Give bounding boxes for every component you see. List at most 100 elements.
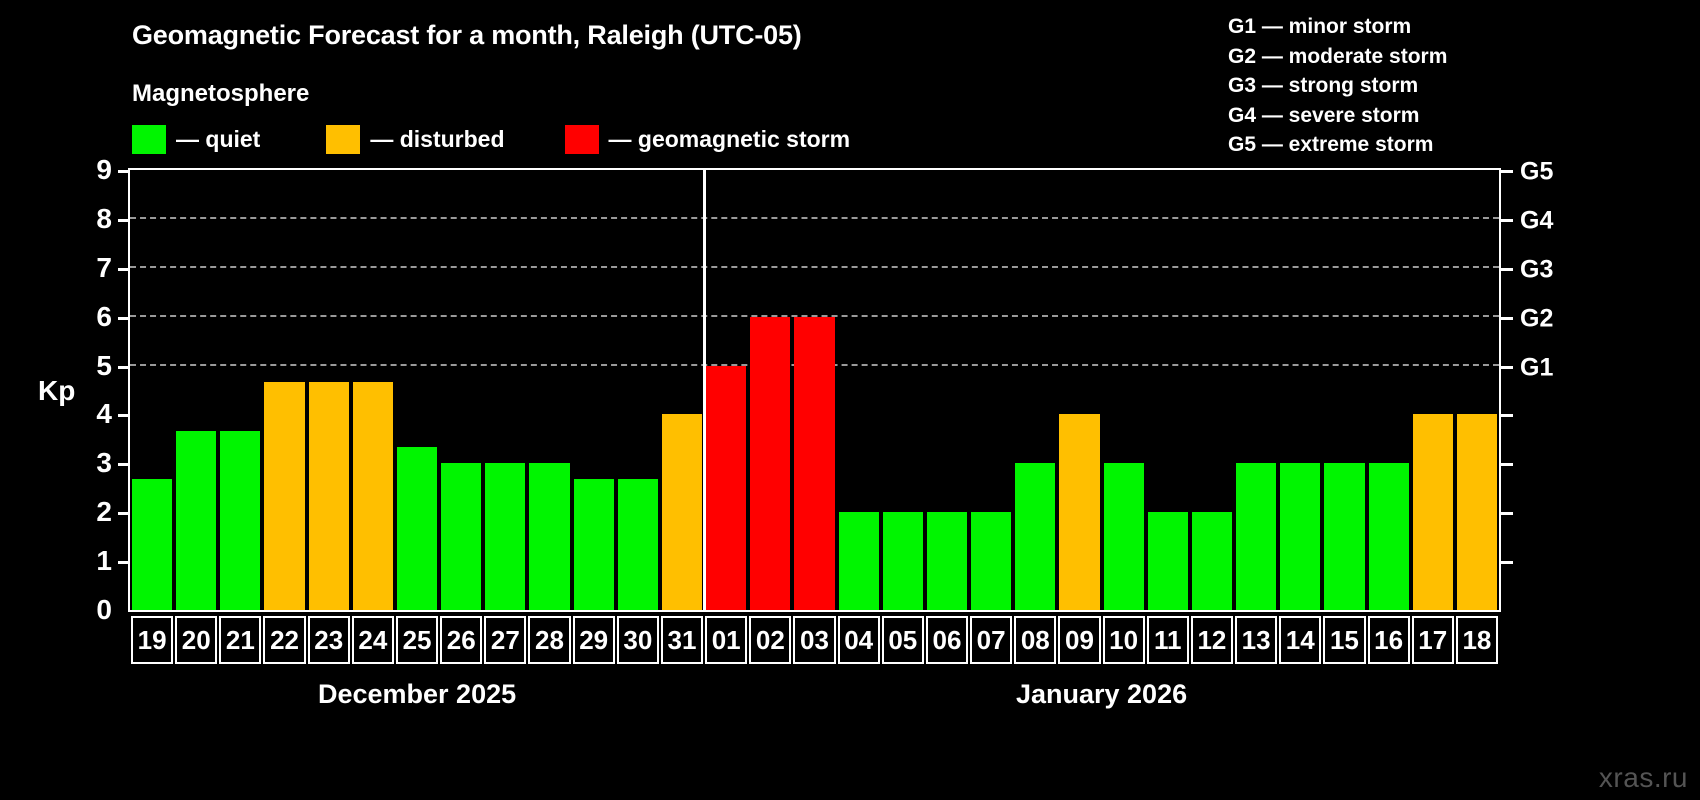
day-label-16: 16 bbox=[1367, 616, 1410, 664]
bar-day-17[interactable] bbox=[1412, 414, 1453, 610]
bar-day-12[interactable] bbox=[1191, 512, 1233, 610]
g-tick-mark-G1 bbox=[1501, 365, 1513, 369]
day-label-06: 06 bbox=[925, 616, 969, 664]
day-label-01: 01 bbox=[705, 616, 748, 664]
day-label-02: 02 bbox=[749, 616, 792, 664]
bar-day-21[interactable] bbox=[220, 430, 261, 610]
g-tick-label-G1: G1 bbox=[1520, 353, 1554, 382]
bar-day-18[interactable] bbox=[1456, 414, 1497, 610]
bar-day-23[interactable] bbox=[308, 381, 349, 610]
bar-day-11[interactable] bbox=[1147, 512, 1188, 610]
page-title: Geomagnetic Forecast for a month, Raleig… bbox=[132, 20, 802, 50]
g-tick-label-G5: G5 bbox=[1520, 157, 1554, 186]
bar-day-29[interactable] bbox=[573, 479, 614, 610]
g-tick-label-G3: G3 bbox=[1520, 255, 1554, 284]
legend-item-storm: — geomagnetic storm bbox=[564, 124, 851, 154]
month-caption-2: January 2026 bbox=[1015, 679, 1188, 709]
g-scale-line-2: G2 — moderate storm bbox=[1228, 44, 1448, 68]
bar-day-24[interactable] bbox=[352, 381, 393, 610]
day-label-23: 23 bbox=[307, 616, 350, 664]
day-label-20: 20 bbox=[175, 616, 218, 664]
bar-day-05[interactable] bbox=[882, 512, 923, 610]
y-tick-6: 6 bbox=[96, 300, 112, 332]
bar-day-13[interactable] bbox=[1236, 463, 1277, 610]
day-label-26: 26 bbox=[440, 616, 483, 664]
y-tick-mark-7 bbox=[118, 267, 128, 271]
y-tick-mark-1 bbox=[118, 561, 128, 565]
watermark: xras.ru bbox=[1598, 762, 1688, 793]
day-label-27: 27 bbox=[484, 616, 527, 664]
disturbed-label: — disturbed bbox=[370, 125, 505, 152]
storm-swatch-icon bbox=[564, 124, 599, 154]
y-tick-1: 1 bbox=[96, 545, 112, 577]
color-legend: — quiet — disturbed — geomagnetic storm bbox=[132, 124, 850, 154]
day-label-31: 31 bbox=[660, 616, 704, 664]
day-label-04: 04 bbox=[837, 616, 880, 664]
bar-day-19[interactable] bbox=[132, 479, 173, 610]
y-tick-mark-4 bbox=[118, 414, 128, 418]
y-tick-5: 5 bbox=[96, 349, 112, 381]
bar-day-04[interactable] bbox=[838, 512, 879, 610]
y-tick-3: 3 bbox=[96, 447, 112, 479]
bar-day-27[interactable] bbox=[485, 463, 526, 610]
bar-day-06[interactable] bbox=[926, 512, 968, 610]
day-label-19: 19 bbox=[131, 616, 174, 664]
g-scale-line-3: G3 — strong storm bbox=[1228, 74, 1419, 97]
quiet-label: — quiet bbox=[176, 125, 261, 152]
bar-day-14[interactable] bbox=[1280, 463, 1321, 610]
g-scale-line-4: G4 — severe storm bbox=[1228, 103, 1420, 127]
day-label-22: 22 bbox=[263, 616, 306, 664]
right-minor-tick-3 bbox=[1501, 463, 1513, 467]
y-tick-mark-3 bbox=[118, 463, 128, 467]
day-label-03: 03 bbox=[793, 616, 836, 664]
bar-day-30[interactable] bbox=[617, 479, 658, 610]
day-label-10: 10 bbox=[1102, 616, 1145, 664]
day-label-17: 17 bbox=[1411, 616, 1454, 664]
bar-day-16[interactable] bbox=[1368, 463, 1409, 610]
gridline-kp-6 bbox=[130, 314, 1499, 317]
day-label-30: 30 bbox=[616, 616, 659, 664]
bars-layer bbox=[130, 170, 1499, 610]
day-label-11: 11 bbox=[1146, 616, 1189, 664]
day-label-15: 15 bbox=[1323, 616, 1366, 664]
day-label-21: 21 bbox=[219, 616, 262, 664]
y-tick-mark-9 bbox=[118, 170, 128, 173]
bar-day-07[interactable] bbox=[971, 512, 1012, 610]
legend-item-disturbed: — disturbed bbox=[326, 124, 505, 154]
day-label-25: 25 bbox=[395, 616, 439, 664]
bar-day-28[interactable] bbox=[529, 463, 570, 610]
day-label-14: 14 bbox=[1279, 616, 1322, 664]
quiet-swatch-icon bbox=[132, 124, 166, 154]
bar-day-25[interactable] bbox=[396, 447, 438, 610]
bar-day-08[interactable] bbox=[1015, 463, 1056, 610]
bar-day-01[interactable] bbox=[706, 365, 747, 610]
gridline-kp-8 bbox=[130, 216, 1499, 219]
bar-day-03[interactable] bbox=[794, 316, 835, 610]
g-scale-line-1: G1 — minor storm bbox=[1228, 15, 1412, 38]
y-tick-0: 0 bbox=[96, 594, 112, 625]
storm-label: — geomagnetic storm bbox=[608, 125, 851, 152]
y-tick-7: 7 bbox=[96, 251, 112, 283]
g-tick-mark-G2 bbox=[1501, 316, 1513, 320]
bar-day-20[interactable] bbox=[176, 430, 217, 610]
day-label-07: 07 bbox=[970, 616, 1013, 664]
bar-day-10[interactable] bbox=[1103, 463, 1144, 610]
day-label-12: 12 bbox=[1190, 616, 1234, 664]
month-caption-1: December 2025 bbox=[317, 679, 517, 709]
bar-day-02[interactable] bbox=[750, 316, 791, 610]
g-scale-line-5: G5 — extreme storm bbox=[1228, 133, 1434, 156]
day-label-29: 29 bbox=[572, 616, 615, 664]
day-label-28: 28 bbox=[528, 616, 571, 664]
bar-day-31[interactable] bbox=[661, 414, 703, 610]
bar-day-09[interactable] bbox=[1059, 414, 1100, 610]
g-tick-mark-G5 bbox=[1501, 170, 1513, 173]
day-label-18: 18 bbox=[1455, 616, 1498, 664]
bar-day-26[interactable] bbox=[441, 463, 482, 610]
day-label-13: 13 bbox=[1235, 616, 1278, 664]
bar-day-22[interactable] bbox=[264, 381, 305, 610]
bar-day-15[interactable] bbox=[1324, 463, 1365, 610]
right-minor-tick-1 bbox=[1501, 561, 1513, 565]
g-tick-mark-G3 bbox=[1501, 267, 1513, 271]
y-tick-mark-8 bbox=[118, 218, 128, 222]
day-axis: 19 20 21 22 23 24 25 26 27 28 29 30 31 01 02 03 04 05 06 07… bbox=[130, 616, 1499, 664]
